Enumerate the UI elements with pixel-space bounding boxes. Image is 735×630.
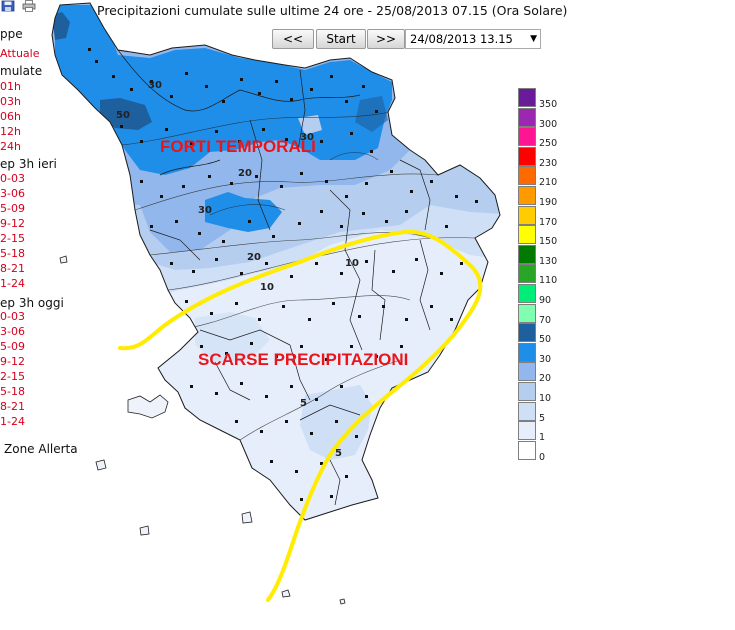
legend-swatch <box>518 264 536 284</box>
sidebar-item-ieri[interactable]: 2-15 <box>0 232 25 245</box>
date-select[interactable]: 24/08/2013 13.15 ▼ <box>405 29 541 49</box>
contour-label: 50 <box>116 110 130 121</box>
legend-swatch <box>518 107 536 127</box>
sidebar-item-cumulate[interactable]: 03h <box>0 95 21 108</box>
legend-swatch <box>518 284 536 303</box>
legend-label: 130 <box>539 255 558 267</box>
legend-label: 170 <box>539 216 558 228</box>
legend-label: 230 <box>539 157 558 169</box>
sidebar-heading-cumulate: mulate <box>0 64 43 78</box>
sidebar-item-cumulate[interactable]: 01h <box>0 80 21 93</box>
legend-swatch <box>518 166 536 186</box>
sidebar-item-cumulate[interactable]: 12h <box>0 125 21 138</box>
legend-label: 70 <box>539 314 552 326</box>
sidebar-heading-oggi: ep 3h oggi <box>0 296 64 310</box>
contour-label: 5 <box>300 398 307 409</box>
page-title: Precipitazioni cumulate sulle ultime 24 … <box>97 3 568 18</box>
legend-swatch <box>518 323 536 343</box>
sidebar-item-cumulate[interactable]: 06h <box>0 110 21 123</box>
legend-swatch <box>518 382 536 401</box>
sidebar-item-oggi[interactable]: 3-06 <box>0 325 25 338</box>
sidebar-item-ieri[interactable]: 3-06 <box>0 187 25 200</box>
print-icon[interactable] <box>22 0 36 12</box>
sidebar-item-ieri[interactable]: 0-03 <box>0 172 25 185</box>
legend-swatch <box>518 342 536 362</box>
prev-button[interactable]: << <box>272 29 314 49</box>
legend-label: 110 <box>539 275 558 287</box>
sidebar-item-cumulate[interactable]: 24h <box>0 140 21 153</box>
save-icon[interactable] <box>1 0 15 12</box>
legend-swatch <box>518 440 536 460</box>
legend-label: 90 <box>539 295 552 306</box>
contour-label: 5 <box>335 448 342 459</box>
sidebar-item-ieri[interactable]: 8-21 <box>0 262 25 275</box>
sidebar-item-oggi[interactable]: 5-09 <box>0 340 25 353</box>
sidebar-item-zone-allerta[interactable]: Zone Allerta <box>4 442 78 456</box>
legend-label: 1 <box>539 432 546 444</box>
sidebar-item-oggi[interactable]: 8-21 <box>0 400 25 413</box>
next-button[interactable]: >> <box>367 29 405 49</box>
legend-swatch <box>518 225 536 245</box>
legend-swatch <box>518 303 536 323</box>
sidebar-item-ieri[interactable]: 5-09 <box>0 202 25 215</box>
annotation-forti-temporali: FORTI TEMPORALI <box>160 137 316 156</box>
chevron-down-icon: ▼ <box>530 34 537 44</box>
sidebar-item-oggi[interactable]: 5-18 <box>0 385 25 398</box>
legend-label: 30 <box>539 353 552 365</box>
legend-swatch <box>518 127 536 147</box>
contour-label: 30 <box>148 80 162 91</box>
legend-label: 10 <box>539 393 552 404</box>
start-button[interactable]: Start <box>316 29 366 49</box>
contour-label: 30 <box>198 205 212 216</box>
contour-label: 20 <box>247 252 261 263</box>
sidebar-item-oggi[interactable]: 2-15 <box>0 370 25 383</box>
legend-swatch <box>518 421 536 441</box>
sidebar-item-oggi[interactable]: 0-03 <box>0 310 25 323</box>
sidebar-item-oggi[interactable]: 9-12 <box>0 355 25 368</box>
legend-label: 0 <box>539 451 546 463</box>
legend-label: 5 <box>539 412 546 424</box>
legend-swatch <box>518 186 536 205</box>
sidebar-item-ieri[interactable]: 9-12 <box>0 217 25 230</box>
sidebar-heading-ieri: ep 3h ieri <box>0 157 57 171</box>
date-select-value: 24/08/2013 13.15 <box>410 32 513 46</box>
legend-swatch <box>518 362 536 382</box>
sidebar-item-attuale[interactable]: Attuale <box>0 47 40 60</box>
sidebar-item-ieri[interactable]: 5-18 <box>0 247 25 260</box>
legend-swatch <box>518 205 536 225</box>
contour-label: 20 <box>238 168 252 179</box>
legend-label: 210 <box>539 177 558 189</box>
sidebar-item-ieri[interactable]: 1-24 <box>0 277 25 290</box>
legend-label: 20 <box>539 373 552 385</box>
legend-label: 300 <box>539 118 558 130</box>
annotation-scarse-precipitazioni: SCARSE PRECIPITAZIONI <box>198 350 409 369</box>
legend-swatch <box>518 146 536 166</box>
contour-label: 10 <box>260 282 274 293</box>
legend-label: 350 <box>539 99 558 110</box>
legend-label: 250 <box>539 138 558 150</box>
legend-label: 190 <box>539 197 558 208</box>
sidebar-item-oggi[interactable]: 1-24 <box>0 415 25 428</box>
legend-label: 50 <box>539 334 552 346</box>
legend-swatch <box>518 401 536 421</box>
legend-label: 150 <box>539 236 558 248</box>
sidebar-heading-mappe: ppe <box>0 27 23 41</box>
contour-label: 10 <box>345 258 359 269</box>
legend-swatch <box>518 244 536 264</box>
sidebar: ppe Attuale mulate 01h 03h 06h 12h 24h e… <box>0 0 95 630</box>
yellow-divider-line <box>118 229 483 602</box>
contour-label: 30 <box>300 132 314 143</box>
legend-swatch <box>518 88 536 107</box>
